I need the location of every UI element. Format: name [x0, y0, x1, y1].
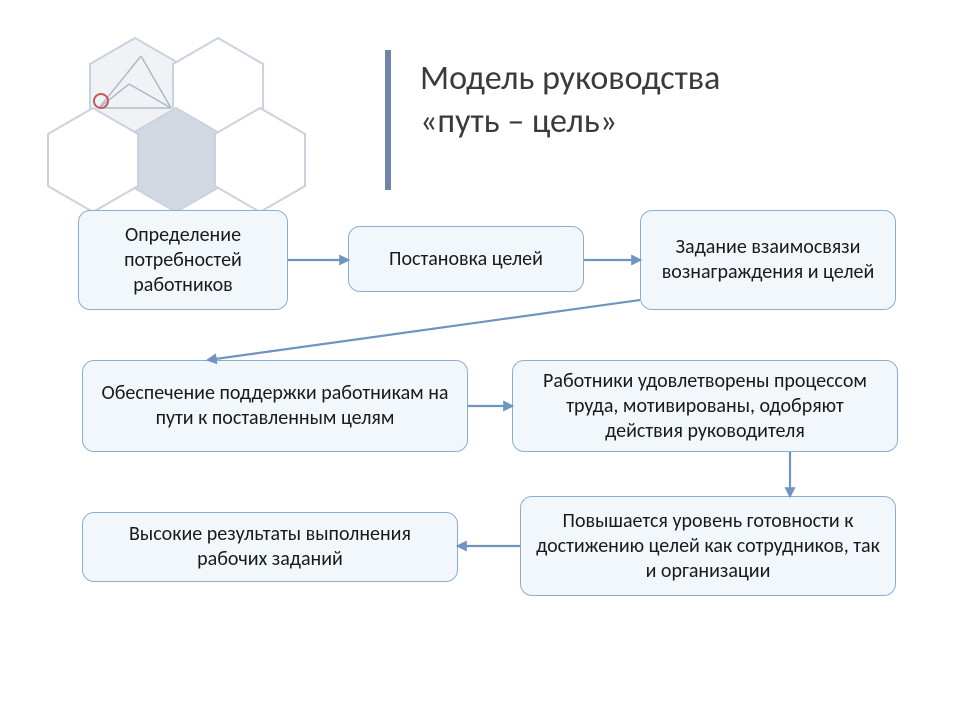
flow-node-label: Высокие результаты выполнения рабочих за… — [97, 522, 443, 572]
flow-node-label: Работники удовлетворены процессом труда,… — [527, 369, 883, 444]
title-line-1: Модель руководства — [420, 58, 900, 101]
flow-node: Обеспечение поддержки работникам на пути… — [82, 360, 468, 452]
flow-node: Работники удовлетворены процессом труда,… — [512, 360, 898, 452]
flow-node-label: Задание взаимосвязи вознаграждения и цел… — [655, 235, 881, 285]
flow-node-label: Обеспечение поддержки работникам на пути… — [97, 381, 453, 431]
page-title: Модель руководства «путь – цель» — [420, 58, 900, 143]
flow-node: Задание взаимосвязи вознаграждения и цел… — [640, 210, 896, 310]
flow-node-label: Определение потребностей работников — [93, 223, 273, 298]
flow-node: Высокие результаты выполнения рабочих за… — [82, 512, 458, 582]
title-line-2: «путь – цель» — [420, 101, 900, 144]
flow-node-label: Повышается уровень готовности к достижен… — [535, 509, 881, 584]
flow-node: Определение потребностей работников — [78, 210, 288, 310]
flow-node: Повышается уровень готовности к достижен… — [520, 496, 896, 596]
title-accent-bar — [385, 50, 391, 190]
flow-node: Постановка целей — [348, 226, 584, 292]
flow-node-label: Постановка целей — [389, 247, 543, 272]
